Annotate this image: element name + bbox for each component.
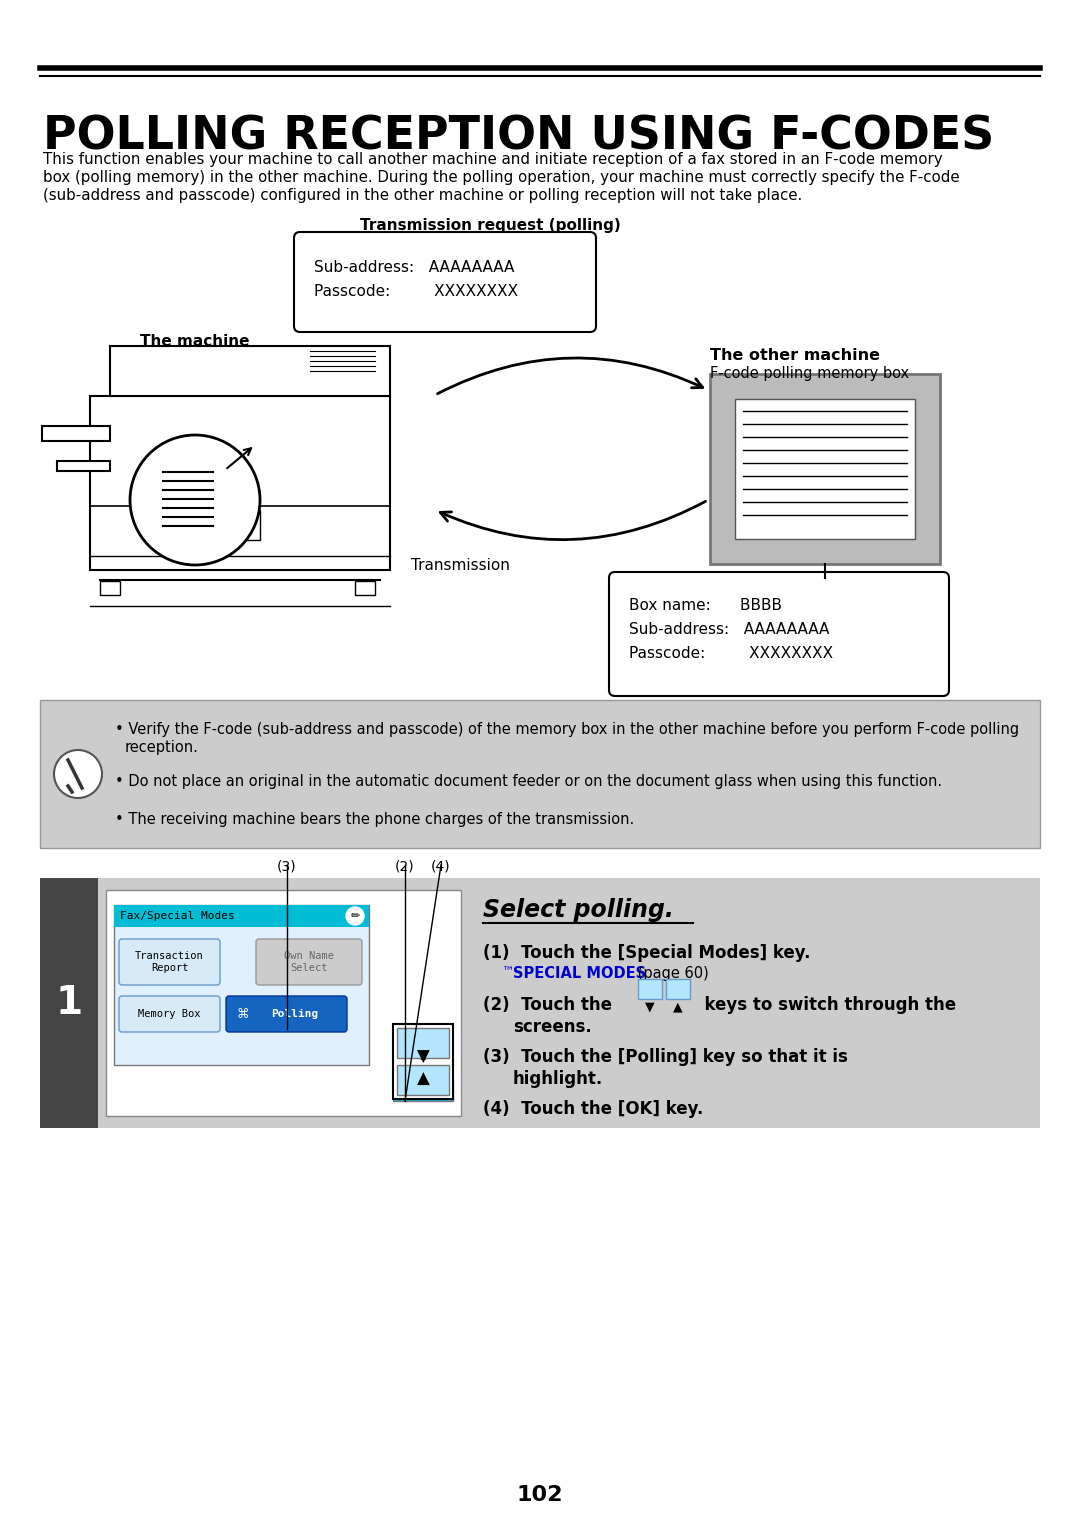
Bar [106, 889, 461, 1115]
Bar [40, 879, 98, 1128]
Text: (page 60): (page 60) [633, 966, 708, 981]
Text: • The receiving machine bears the phone charges of the transmission.: • The receiving machine bears the phone … [114, 811, 634, 827]
FancyBboxPatch shape [666, 979, 690, 999]
Text: ▼: ▼ [645, 1001, 654, 1013]
Text: Transmission request (polling): Transmission request (polling) [360, 219, 620, 232]
Bar [397, 1065, 449, 1096]
Text: 2: 2 [419, 1051, 427, 1062]
Text: The other machine: The other machine [710, 348, 880, 364]
Text: Select polling.: Select polling. [483, 898, 674, 921]
Text: 1: 1 [55, 984, 82, 1022]
Text: ™: ™ [501, 966, 513, 979]
Text: using an F-code: using an F-code [422, 235, 557, 251]
Bar [393, 1024, 453, 1099]
Text: (1)  Touch the [Special Modes] key.: (1) Touch the [Special Modes] key. [483, 944, 810, 963]
Bar [40, 700, 1040, 848]
Text: (2)  Touch the: (2) Touch the [483, 996, 618, 1015]
Bar [40, 879, 1040, 1128]
FancyBboxPatch shape [638, 979, 662, 999]
Text: (4)  Touch the [OK] key.: (4) Touch the [OK] key. [483, 1100, 703, 1118]
Text: F-code polling memory box: F-code polling memory box [710, 367, 909, 380]
Bar [735, 399, 915, 539]
Text: keys to switch through the: keys to switch through the [693, 996, 956, 1015]
Text: reception.: reception. [125, 740, 199, 755]
Text: Passcode:         XXXXXXXX: Passcode: XXXXXXXX [314, 284, 518, 299]
FancyBboxPatch shape [226, 996, 347, 1031]
Text: Sub-address:   AAAAAAAA: Sub-address: AAAAAAAA [314, 260, 514, 275]
FancyBboxPatch shape [256, 940, 362, 986]
Text: (sub-address and passcode) configured in the other machine or polling reception : (sub-address and passcode) configured in… [43, 188, 802, 203]
FancyBboxPatch shape [119, 996, 220, 1031]
Bar [200, 510, 260, 539]
Polygon shape [57, 461, 110, 471]
FancyArrowPatch shape [441, 501, 705, 539]
Circle shape [346, 908, 364, 924]
Text: ✏: ✏ [350, 911, 360, 921]
Bar [100, 581, 120, 594]
FancyArrowPatch shape [227, 448, 251, 468]
Text: Sub-address:   AAAAAAAA: Sub-address: AAAAAAAA [629, 622, 829, 637]
Bar [114, 905, 369, 927]
Text: OK: OK [413, 1083, 433, 1097]
FancyBboxPatch shape [119, 940, 220, 986]
Text: screens.: screens. [513, 1018, 592, 1036]
Text: highlight.: highlight. [513, 1070, 604, 1088]
Text: (3)  Touch the [Polling] key so that it is: (3) Touch the [Polling] key so that it i… [483, 1048, 848, 1067]
Bar [114, 905, 369, 1065]
Text: ⌘: ⌘ [237, 1007, 249, 1021]
Circle shape [54, 750, 102, 798]
Text: Passcode:         XXXXXXXX: Passcode: XXXXXXXX [629, 646, 833, 662]
Text: Fax/Special Modes: Fax/Special Modes [120, 911, 234, 921]
Text: Transmission: Transmission [410, 558, 510, 573]
Text: (2): (2) [395, 860, 415, 874]
Bar [90, 396, 390, 570]
Bar [397, 1028, 449, 1057]
Polygon shape [110, 345, 390, 396]
Text: • Do not place an original in the automatic document feeder or on the document g: • Do not place an original in the automa… [114, 775, 942, 788]
Text: Memory Box: Memory Box [138, 1008, 201, 1019]
Polygon shape [42, 426, 110, 442]
Bar [393, 1079, 453, 1102]
Text: Transaction
Report: Transaction Report [135, 952, 204, 973]
Text: The machine: The machine [140, 335, 249, 348]
Text: (3): (3) [276, 860, 296, 874]
Text: 102: 102 [516, 1485, 564, 1505]
Bar [710, 374, 940, 564]
Text: ▲: ▲ [417, 1070, 430, 1088]
Text: POLLING RECEPTION USING F-CODES: POLLING RECEPTION USING F-CODES [43, 115, 995, 160]
Text: box (polling memory) in the other machine. During the polling operation, your ma: box (polling memory) in the other machin… [43, 170, 960, 185]
Text: Own Name
Select: Own Name Select [284, 952, 334, 973]
Text: (4): (4) [431, 860, 450, 874]
Text: This function enables your machine to call another machine and initiate receptio: This function enables your machine to ca… [43, 151, 943, 167]
FancyBboxPatch shape [609, 571, 949, 695]
Text: Box name:      BBBB: Box name: BBBB [629, 597, 782, 613]
Text: 2: 2 [419, 1041, 427, 1050]
Text: Polling: Polling [271, 1008, 319, 1019]
Text: SPECIAL MODES: SPECIAL MODES [513, 966, 646, 981]
Bar [355, 581, 375, 594]
Text: ▼: ▼ [417, 1048, 430, 1067]
FancyArrowPatch shape [437, 358, 703, 394]
FancyBboxPatch shape [294, 232, 596, 332]
Circle shape [130, 435, 260, 565]
Text: ▲: ▲ [673, 1001, 683, 1013]
Text: • Verify the F-code (sub-address and passcode) of the memory box in the other ma: • Verify the F-code (sub-address and pas… [114, 723, 1020, 736]
